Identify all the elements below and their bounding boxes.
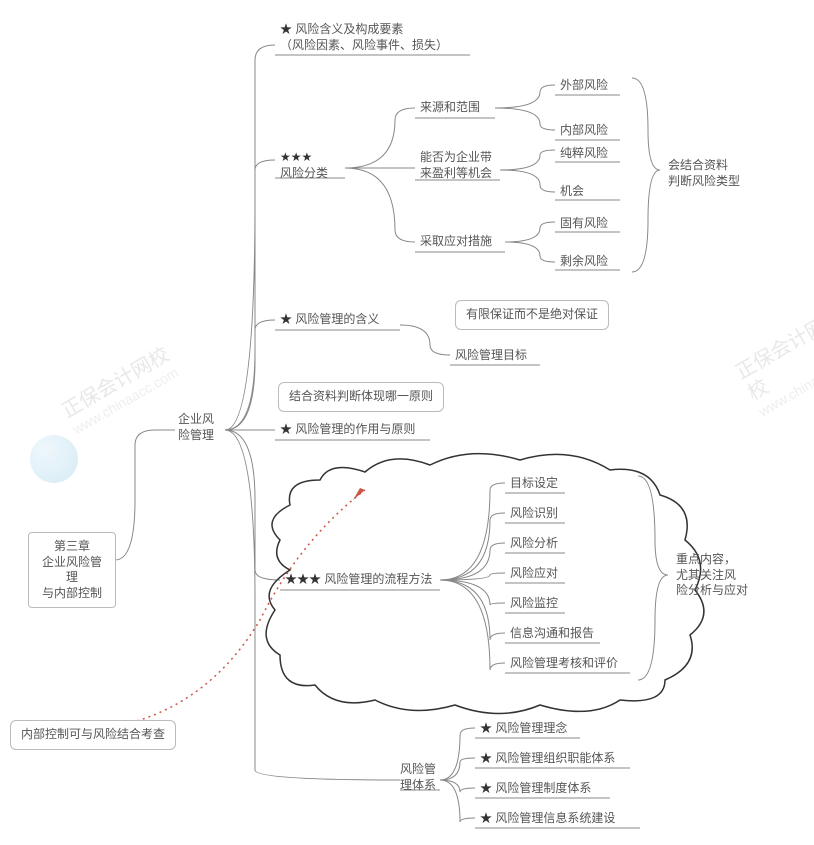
node-source: 来源和范围 bbox=[420, 100, 480, 116]
process-label: 风险管理的流程方法 bbox=[324, 572, 432, 586]
root-line3: 与内部控制 bbox=[37, 586, 107, 602]
note-process-l1: 重点内容， bbox=[676, 552, 748, 568]
definition-line2: （风险因素、风险事件、损失） bbox=[280, 38, 448, 52]
note-classify-l1: 会结合资料 bbox=[668, 158, 740, 174]
note-classify-l2: 判断风险类型 bbox=[668, 174, 740, 190]
node-source-c1: 外部风险 bbox=[560, 78, 608, 94]
node-measure-c2: 剩余风险 bbox=[560, 254, 608, 270]
l1-enterprise-risk: 企业风 险管理 bbox=[178, 412, 214, 443]
process-s5: 风险监控 bbox=[510, 596, 558, 612]
definition-line1: 风险含义及构成要素 bbox=[295, 22, 403, 36]
star-icon: ★★★ bbox=[280, 150, 312, 164]
profit-line1: 能否为企业带 bbox=[420, 150, 492, 166]
note-principle: 结合资料判断体现哪一原则 bbox=[278, 382, 444, 412]
node-process: ★★★ 风险管理的流程方法 bbox=[285, 572, 432, 588]
l1a-line2: 险管理 bbox=[178, 428, 214, 444]
node-measure-c1: 固有风险 bbox=[560, 216, 608, 232]
note-meaning: 有限保证而不是绝对保证 bbox=[455, 300, 609, 330]
star-icon: ★★★ bbox=[285, 572, 321, 586]
root-line1: 第三章 bbox=[37, 539, 107, 555]
system-line2: 理体系 bbox=[400, 778, 436, 794]
system-c4: ★ 风险管理信息系统建设 bbox=[480, 811, 615, 827]
node-meaning: ★ 风险管理的含义 bbox=[280, 312, 379, 328]
process-s4: 风险应对 bbox=[510, 566, 558, 582]
node-measure: 采取应对措施 bbox=[420, 234, 492, 250]
system-c3: ★ 风险管理制度体系 bbox=[480, 781, 591, 797]
node-principle: ★ 风险管理的作用与原则 bbox=[280, 422, 415, 438]
node-source-c2: 内部风险 bbox=[560, 123, 608, 139]
node-profit-c2: 机会 bbox=[560, 184, 584, 200]
meaning-label: 风险管理的含义 bbox=[295, 312, 379, 326]
system-c2: ★ 风险管理组织职能体系 bbox=[480, 751, 615, 767]
root-node: 第三章 企业风险管理 与内部控制 bbox=[28, 532, 116, 608]
note-process-l2: 尤其关注风 bbox=[676, 568, 748, 584]
process-s3: 风险分析 bbox=[510, 536, 558, 552]
star-icon: ★ bbox=[280, 22, 292, 36]
profit-line2: 来盈利等机会 bbox=[420, 166, 492, 182]
system-line1: 风险管 bbox=[400, 762, 436, 778]
node-profit-c1: 纯粹风险 bbox=[560, 146, 608, 162]
process-s1: 目标设定 bbox=[510, 476, 558, 492]
system-c3-label: 风险管理制度体系 bbox=[495, 781, 591, 795]
star-icon: ★ bbox=[280, 422, 292, 436]
process-s7: 风险管理考核和评价 bbox=[510, 656, 618, 672]
star-icon: ★ bbox=[280, 312, 292, 326]
root-line2: 企业风险管理 bbox=[37, 555, 107, 586]
principle-label: 风险管理的作用与原则 bbox=[295, 422, 415, 436]
node-definition: ★ 风险含义及构成要素 （风险因素、风险事件、损失） bbox=[280, 22, 448, 53]
node-classify: ★★★ 风险分类 bbox=[280, 150, 328, 181]
system-c1-label: 风险管理理念 bbox=[495, 721, 567, 735]
star-icon: ★ bbox=[480, 751, 492, 765]
note-process: 重点内容， 尤其关注风 险分析与应对 bbox=[676, 552, 748, 599]
process-s6: 信息沟通和报告 bbox=[510, 626, 594, 642]
star-icon: ★ bbox=[480, 811, 492, 825]
star-icon: ★ bbox=[480, 781, 492, 795]
l1a-line1: 企业风 bbox=[178, 412, 214, 428]
node-profit: 能否为企业带 来盈利等机会 bbox=[420, 150, 492, 181]
note-bottom: 内部控制可与风险结合考查 bbox=[10, 720, 176, 750]
process-s2: 风险识别 bbox=[510, 506, 558, 522]
classify-label: 风险分类 bbox=[280, 166, 328, 180]
system-c1: ★ 风险管理理念 bbox=[480, 721, 567, 737]
system-c4-label: 风险管理信息系统建设 bbox=[495, 811, 615, 825]
note-classify: 会结合资料 判断风险类型 bbox=[668, 158, 740, 189]
system-c2-label: 风险管理组织职能体系 bbox=[495, 751, 615, 765]
node-system: 风险管 理体系 bbox=[400, 762, 436, 793]
node-meaning-child: 风险管理目标 bbox=[455, 348, 527, 364]
star-icon: ★ bbox=[480, 721, 492, 735]
note-process-l3: 险分析与应对 bbox=[676, 583, 748, 599]
